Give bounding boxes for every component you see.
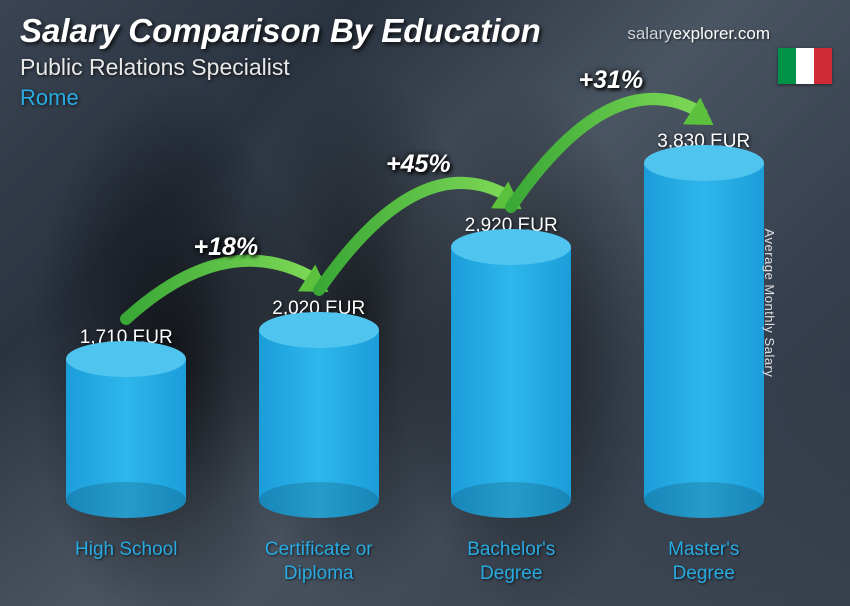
bar-top-ellipse bbox=[66, 341, 186, 377]
italy-flag-icon bbox=[778, 48, 832, 84]
bar-body bbox=[644, 163, 764, 516]
bar-label: High School bbox=[75, 538, 177, 586]
bar bbox=[66, 359, 186, 516]
bar-top-ellipse bbox=[259, 312, 379, 348]
watermark: salaryexplorer.com bbox=[627, 24, 770, 44]
flag-stripe bbox=[778, 48, 796, 84]
bar bbox=[259, 330, 379, 516]
bar-group: 2,020 EURCertificate orDiploma bbox=[223, 298, 416, 586]
bar-top-ellipse bbox=[644, 145, 764, 181]
bar-group: 1,710 EURHigh School bbox=[30, 327, 223, 586]
increase-pct: +18% bbox=[194, 233, 259, 262]
bar-group: 2,920 EURBachelor'sDegree bbox=[415, 215, 608, 586]
watermark-prefix: salary bbox=[627, 24, 672, 43]
bar bbox=[451, 247, 571, 516]
flag-stripe bbox=[796, 48, 814, 84]
y-axis-label: Average Monthly Salary bbox=[762, 229, 777, 378]
watermark-suffix: explorer.com bbox=[673, 24, 770, 43]
page-location: Rome bbox=[20, 85, 830, 111]
page-subtitle: Public Relations Specialist bbox=[20, 54, 830, 81]
bar-label: Bachelor'sDegree bbox=[467, 538, 555, 586]
bar bbox=[644, 163, 764, 516]
salary-bar-chart: 1,710 EURHigh School2,020 EURCertificate… bbox=[30, 66, 800, 586]
flag-stripe bbox=[814, 48, 832, 84]
bar-body bbox=[259, 330, 379, 516]
bar-label: Certificate orDiploma bbox=[265, 538, 373, 586]
bar-label: Master'sDegree bbox=[668, 538, 739, 586]
bar-top-ellipse bbox=[451, 229, 571, 265]
bar-body bbox=[451, 247, 571, 516]
increase-pct: +45% bbox=[386, 150, 451, 179]
bar-body bbox=[66, 359, 186, 516]
